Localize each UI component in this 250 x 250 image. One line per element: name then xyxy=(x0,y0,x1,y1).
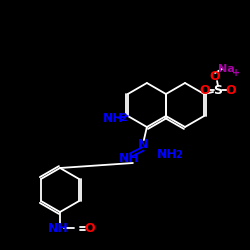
Text: N: N xyxy=(138,138,148,151)
Text: O: O xyxy=(200,84,210,96)
Text: O: O xyxy=(226,84,236,96)
Text: NH: NH xyxy=(102,112,123,124)
Text: +: + xyxy=(232,68,240,78)
Text: Na: Na xyxy=(218,64,234,74)
Text: NH: NH xyxy=(48,222,68,234)
Text: NH: NH xyxy=(118,152,139,166)
Text: S: S xyxy=(214,84,222,96)
Text: O: O xyxy=(85,222,95,234)
Text: 2: 2 xyxy=(120,113,127,123)
Text: NH: NH xyxy=(156,148,177,162)
Text: 2: 2 xyxy=(176,150,182,160)
Text: O: O xyxy=(210,70,220,84)
